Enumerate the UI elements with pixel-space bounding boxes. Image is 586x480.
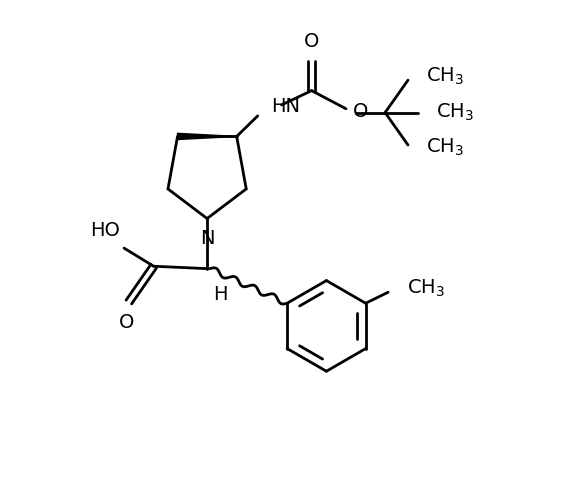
Text: HO: HO bbox=[90, 220, 120, 240]
Text: O: O bbox=[119, 312, 134, 332]
Text: CH$_3$: CH$_3$ bbox=[435, 102, 473, 123]
Text: H: H bbox=[213, 285, 228, 304]
Text: O: O bbox=[353, 102, 368, 121]
Text: N: N bbox=[200, 229, 214, 248]
Text: HN: HN bbox=[271, 97, 300, 116]
Polygon shape bbox=[178, 133, 237, 140]
Text: CH$_3$: CH$_3$ bbox=[407, 277, 445, 299]
Text: O: O bbox=[304, 32, 319, 50]
Text: CH$_3$: CH$_3$ bbox=[426, 66, 464, 87]
Text: CH$_3$: CH$_3$ bbox=[426, 137, 464, 158]
